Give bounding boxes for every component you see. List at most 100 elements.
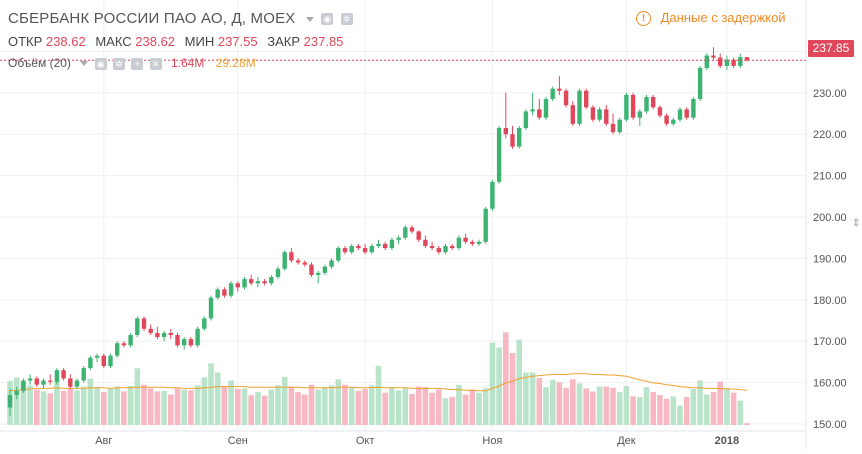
volume-bar	[724, 387, 730, 425]
volume-bar	[342, 384, 348, 425]
volume-bar	[456, 384, 462, 425]
volume-legend[interactable]: Объём (20) ◉ ✲ + ✕ 1.64M 29.28M	[8, 56, 256, 70]
candle-body	[88, 357, 93, 369]
high-value: 238.62	[135, 34, 176, 49]
candle-body	[188, 339, 194, 346]
candle-body	[68, 378, 73, 387]
chevron-down-icon[interactable]	[80, 61, 89, 67]
volume-bar	[201, 377, 208, 425]
candle	[195, 326, 200, 348]
candle-body	[671, 119, 676, 124]
volume-bar	[436, 389, 442, 425]
candle	[470, 239, 475, 246]
eye-icon[interactable]: ◉	[321, 13, 334, 26]
plus-icon[interactable]: +	[131, 57, 144, 70]
candle-body	[228, 283, 234, 296]
candle	[255, 277, 261, 288]
candle-body	[570, 105, 575, 124]
delay-notice[interactable]: ! Данные с задержкой	[636, 10, 786, 27]
candle	[651, 94, 656, 110]
candle-body	[376, 243, 381, 246]
candle-body	[617, 119, 622, 133]
candle	[543, 96, 549, 120]
volume-bar	[101, 392, 107, 425]
candle	[409, 225, 415, 234]
candle-body	[590, 107, 596, 120]
candle	[362, 243, 368, 255]
volume-bar	[94, 387, 100, 425]
candle	[342, 245, 348, 255]
chevron-down-icon[interactable]	[305, 16, 314, 22]
gear-icon[interactable]: ✲	[112, 57, 125, 70]
candle-body	[135, 318, 140, 335]
symbol-title[interactable]: СБЕРБАНК РОССИИ ПАО АО, Д, MOEX ◉ ✲	[8, 10, 353, 27]
symbol-title-text: СБЕРБАНК РОССИИ ПАО АО, Д, MOEX	[8, 10, 296, 27]
close-icon[interactable]: ✕	[149, 57, 162, 70]
volume-bar	[194, 385, 201, 425]
volume-bar	[174, 388, 181, 425]
candle	[316, 270, 321, 284]
close-value: 237.85	[303, 34, 344, 49]
candle	[644, 94, 649, 114]
candle-body	[121, 343, 127, 346]
volume-bar	[288, 386, 295, 425]
candle-body	[450, 245, 455, 249]
candle	[7, 388, 13, 416]
volume-bar	[422, 387, 429, 425]
candle	[21, 378, 26, 393]
candle	[215, 287, 220, 300]
candle-body	[249, 279, 254, 284]
candle-body	[597, 109, 602, 120]
volume-bar	[141, 384, 147, 425]
volume-bar	[255, 392, 261, 425]
volume-bar	[549, 379, 556, 425]
volume-value: 1.64M	[170, 56, 205, 70]
candle-body	[128, 334, 133, 346]
eye-icon[interactable]: ◉	[94, 57, 107, 70]
volume-bar	[80, 386, 87, 425]
candle-body	[657, 107, 663, 116]
low-value: 237.55	[217, 34, 258, 49]
candle	[684, 107, 689, 120]
volume-bar	[730, 392, 737, 425]
volume-bar	[275, 385, 281, 425]
candle-body	[584, 90, 589, 108]
y-tick-label: 190.00	[813, 253, 847, 265]
volume-bar	[570, 379, 576, 425]
candle	[54, 368, 60, 385]
candle	[490, 179, 495, 211]
volume-bar	[369, 385, 375, 425]
candle	[41, 378, 46, 389]
volume-bar	[214, 372, 221, 425]
candle	[597, 107, 602, 122]
volume-bar	[127, 385, 134, 425]
volume-bar	[603, 386, 610, 425]
volume-bar	[710, 392, 717, 425]
y-tick-label: 180.00	[813, 295, 847, 307]
volume-bar	[590, 391, 596, 425]
candle	[510, 125, 515, 149]
volume-bar	[315, 389, 321, 425]
volume-bar	[556, 382, 563, 425]
volume-bar	[623, 385, 630, 425]
candle	[617, 117, 622, 135]
gear-icon[interactable]: ✲	[340, 13, 353, 26]
candle	[423, 235, 428, 249]
candle-body	[423, 239, 428, 246]
candle-body	[644, 96, 649, 112]
volume-bar	[469, 389, 476, 425]
volume-bar	[630, 396, 636, 425]
scroll-handle-icon[interactable]: ⇕	[852, 218, 861, 229]
volume-bar	[409, 393, 415, 425]
y-tick-label: 150.00	[813, 419, 847, 431]
volume-bar	[27, 385, 33, 425]
volume-bar	[107, 388, 114, 425]
candle-body	[630, 94, 636, 118]
volume-bar	[402, 388, 409, 425]
volume-bar	[576, 383, 583, 425]
volume-bar	[355, 390, 362, 425]
volume-bar	[697, 380, 703, 425]
candle	[396, 235, 401, 244]
